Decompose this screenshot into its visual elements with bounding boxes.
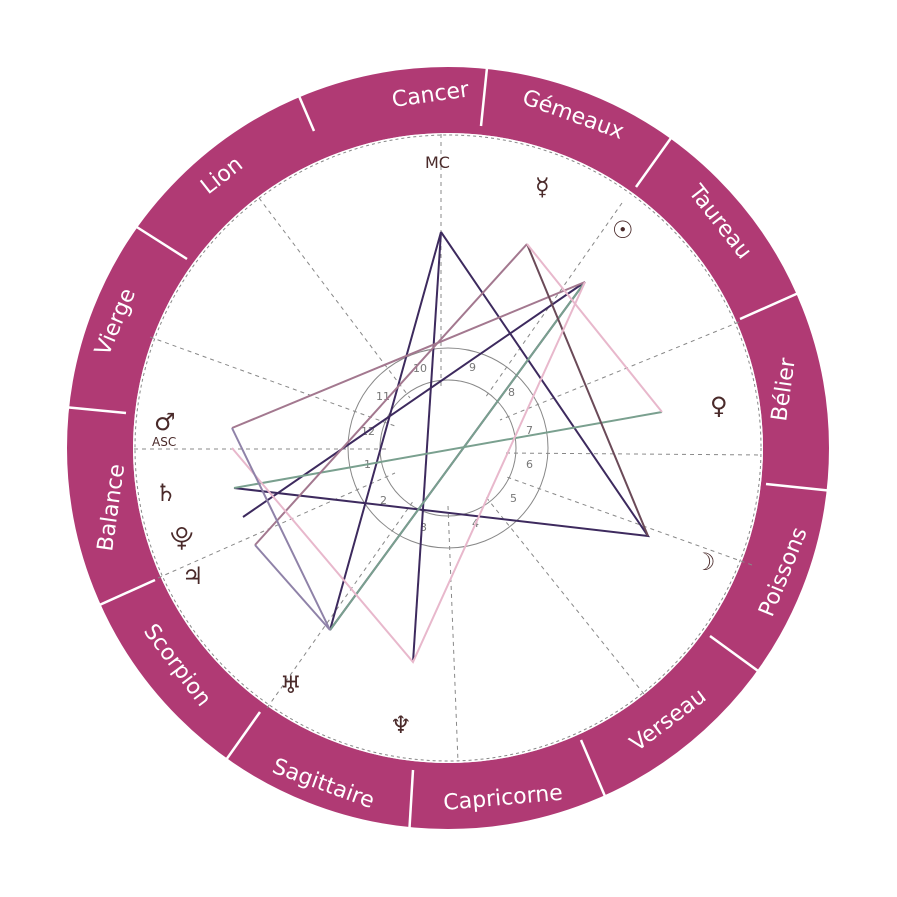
moon-icon: ☽ [694, 548, 716, 576]
asc-label: ASC [152, 435, 176, 449]
planet-glyphs: ☿ ☉ ♀ ☽ ♆ ♅ ♃ ⯓ ♄ ♂ [154, 173, 728, 739]
aspect-line [231, 281, 586, 664]
aspect-line [412, 231, 442, 663]
house-number-8: 8 [508, 386, 515, 399]
pluto-icon: ⯓ [170, 524, 193, 552]
mercury-icon: ☿ [535, 173, 550, 201]
aspect-line [231, 427, 331, 631]
sun-icon: ☉ [612, 216, 634, 244]
aspect-line [254, 544, 331, 631]
aspect-line [526, 243, 649, 537]
jupiter-icon: ♃ [182, 562, 204, 590]
aspect-lines [231, 231, 663, 664]
house-number-9: 9 [469, 361, 476, 374]
uranus-icon: ♅ [280, 671, 302, 699]
aspect-line [254, 243, 528, 546]
mc-label: MC [425, 153, 450, 172]
house-number-7: 7 [526, 424, 533, 437]
aspect-line [231, 281, 586, 429]
neptune-icon: ♆ [390, 711, 412, 739]
aspect-line [329, 281, 586, 631]
saturn-icon: ♄ [155, 479, 177, 507]
venus-icon: ♀ [710, 392, 728, 420]
aspect-line [233, 411, 663, 489]
house-number-2: 2 [380, 494, 387, 507]
house-number-3: 3 [420, 521, 427, 534]
aspect-line [526, 243, 663, 413]
house-number-5: 5 [510, 492, 517, 505]
zodiac-ring [67, 67, 829, 829]
inner-chart-area [133, 133, 763, 763]
house-ring-outer [347, 347, 549, 549]
house-number-6: 6 [526, 458, 533, 471]
inner-dashed-circle [134, 134, 762, 762]
house-cusps [134, 134, 763, 763]
mars-icon: ♂ [154, 408, 176, 436]
sign-dividers [63, 57, 834, 837]
